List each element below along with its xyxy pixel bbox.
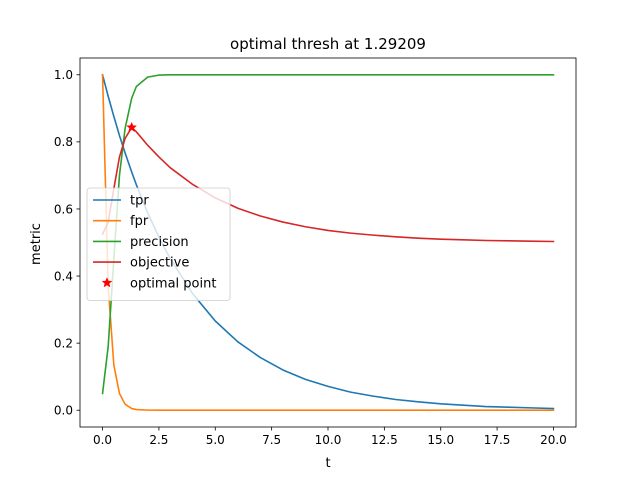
series-line-precision [101,73,555,395]
legend-label-optimal-point: optimal point [130,276,216,291]
x-tick-label: 7.5 [262,433,281,447]
marker-optimal-point [126,121,138,133]
y-tick-label: 1.0 [54,68,73,82]
x-tick-label: 20.0 [540,433,567,447]
y-axis-label: metric [29,223,44,265]
y-tick-label: 0.6 [54,202,73,216]
legend-label-precision: precision [130,235,189,250]
legend: tpr fpr precision objective optimal point [86,187,231,301]
chart-title: optimal thresh at 1.29209 [230,35,426,53]
x-tick-label: 12.5 [371,433,398,447]
y-tick-label: 0.4 [54,269,73,283]
y-tick-label: 0.0 [54,404,73,418]
x-tick-label: 5.0 [206,433,225,447]
x-tick-label: 17.5 [484,433,511,447]
legend-label-fpr: fpr [130,214,149,229]
plot-area [101,73,555,412]
axes: 0.0 2.5 5.0 7.5 10.0 12.5 15.0 17.5 20.0 0.0 0.2 0.… [54,57,577,447]
x-axis-label: t [325,456,330,471]
legend-label-objective: objective [130,256,189,271]
series-line-objective [101,126,555,243]
legend-label-tpr: tpr [130,194,149,209]
y-tick-label: 0.8 [54,135,73,149]
legend-box [86,187,231,301]
series-line-fpr [101,73,555,412]
x-tick-label: 2.5 [149,433,168,447]
legend-swatch-optimal-point [101,277,113,288]
x-tick-label: 15.0 [427,433,454,447]
x-tick-label: 10.0 [315,433,342,447]
x-tick-label: 0.0 [93,433,112,447]
y-tick-label: 0.2 [54,336,73,350]
series-line-tpr [101,73,555,410]
